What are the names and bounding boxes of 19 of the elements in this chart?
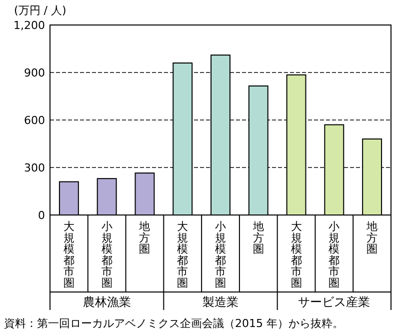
y-tick-label: 1,200 [14,19,45,32]
x-tick-label: 大規模都市圏 [63,220,74,290]
x-tick-label: 地方圏 [138,220,150,256]
y-tick-label: 900 [24,66,45,80]
x-tick-label: 地方圏 [366,220,378,256]
text: 資料：第一回ローカルアベノミクス企画会議（2015 年）から抜粋。 [4,317,344,330]
text: 製造業 [202,295,238,309]
x-tick-label: 小規模都市圏 [215,220,226,290]
y-tick-label: 300 [24,162,45,174]
text: サービス産業 [298,295,370,309]
x-tick-label: 小規模都市圏 [328,220,340,290]
x-tick-label: 地方圏 [252,220,264,256]
y-tick-label: 0 [38,209,45,222]
x-tick-label: 大規模都市圏 [177,220,188,290]
text: 農林漁業 [82,295,131,309]
x-tick-label: 小規模都市圏 [101,220,112,290]
y-tick-label: 600 [24,114,45,127]
y-axis-title: (万円 / 人) [14,4,66,17]
x-tick-label: 大規模都市圏 [290,220,302,290]
